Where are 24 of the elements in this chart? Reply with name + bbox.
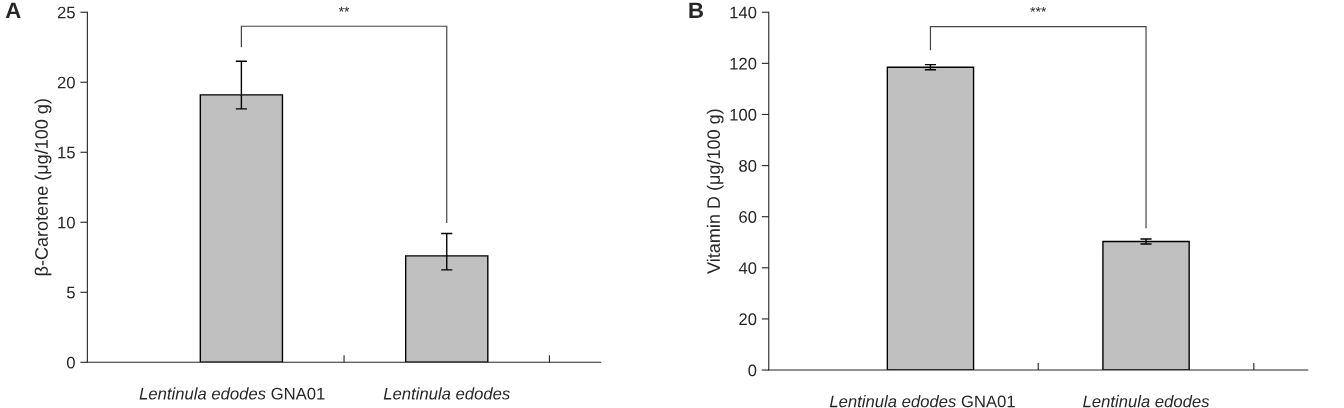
- y-tick-label: 10: [58, 216, 75, 229]
- x-tick-label: Lentinula edodes: [383, 387, 510, 400]
- x-tick-label: Lentinula edodes GNA01: [829, 395, 1015, 408]
- y-tick-label: 40: [738, 262, 757, 275]
- y-tick-label: 20: [739, 313, 757, 326]
- x-tick-label: Lentinula edodes GNA01: [139, 387, 325, 400]
- y-tick-label: 25: [57, 6, 75, 19]
- y-tick-label: 0: [66, 356, 75, 369]
- y-tick-label: 100: [730, 108, 757, 121]
- y-axis-title: β-Carotene (μg/100 g): [34, 99, 52, 276]
- x-tick-label: Lentinula edodes: [1083, 395, 1210, 408]
- y-tick-label: 20: [57, 76, 75, 89]
- y-tick-label: 80: [739, 159, 757, 172]
- text: ***: [1030, 6, 1047, 12]
- text: **: [338, 6, 350, 12]
- y-tick-label: 15: [58, 146, 75, 159]
- y-axis-title: Vitamin D (μg/100 g): [706, 109, 724, 274]
- y-tick-label: 5: [66, 286, 75, 299]
- chart-title: A: [5, 2, 21, 18]
- chart-title: B: [689, 2, 703, 18]
- y-tick-label: 120: [730, 57, 757, 70]
- y-tick-label: 0: [748, 364, 757, 377]
- y-tick-label: 140: [730, 6, 757, 19]
- y-tick-label: 60: [739, 211, 757, 223]
